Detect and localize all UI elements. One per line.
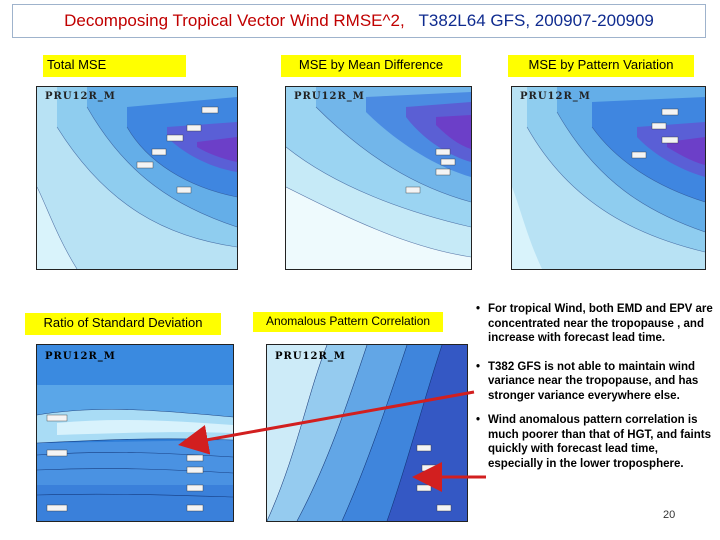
contour-plot-mean-difference xyxy=(286,87,471,269)
panel-std-ratio: PRU12R_M xyxy=(36,344,234,522)
label-pattern-correlation: Anomalous Pattern Correlation xyxy=(253,312,443,332)
label-total-mse: Total MSE xyxy=(43,55,186,77)
panel-mse-pattern-variation: PRU12R_M xyxy=(511,86,706,270)
bullet-item: Wind anomalous pattern correlation is mu… xyxy=(476,413,714,471)
contour-plot-pattern-variation xyxy=(512,87,705,269)
label-mse-pattern-variation: MSE by Pattern Variation xyxy=(508,55,694,77)
title-box: Decomposing Tropical Vector Wind RMSE^2,… xyxy=(12,4,706,38)
panel-pattern-correlation: PRU12R_M xyxy=(266,344,468,522)
title-part-1: Decomposing Tropical Vector Wind RMSE^2, xyxy=(64,11,405,30)
contour-plot-total-mse xyxy=(37,87,237,269)
contour-plot-std-ratio xyxy=(37,345,233,521)
model-tag: PRU12R_M xyxy=(520,91,591,102)
contour-plot-pattern-correlation xyxy=(267,345,467,521)
bullet-list: For tropical Wind, both EMD and EPV are … xyxy=(476,302,714,479)
title-part-2: T382L64 GFS, 200907-200909 xyxy=(418,11,654,30)
panel-total-mse: PRU12R_M xyxy=(36,86,238,270)
page-number: 20 xyxy=(663,509,676,521)
model-tag: PRU12R_M xyxy=(275,351,346,362)
label-mse-mean-difference: MSE by Mean Difference xyxy=(281,55,461,77)
model-tag: PRU12R_M xyxy=(45,351,116,362)
label-std-ratio: Ratio of Standard Deviation xyxy=(25,313,221,335)
bullet-item: T382 GFS is not able to maintain wind va… xyxy=(476,360,714,404)
bullet-item: For tropical Wind, both EMD and EPV are … xyxy=(476,302,714,346)
model-tag: PRU12R_M xyxy=(45,91,116,102)
slide-title: Decomposing Tropical Vector Wind RMSE^2,… xyxy=(13,11,705,31)
panel-mse-mean-difference: PRU12R_M xyxy=(285,86,472,270)
model-tag: PRU12R_M xyxy=(294,91,365,102)
